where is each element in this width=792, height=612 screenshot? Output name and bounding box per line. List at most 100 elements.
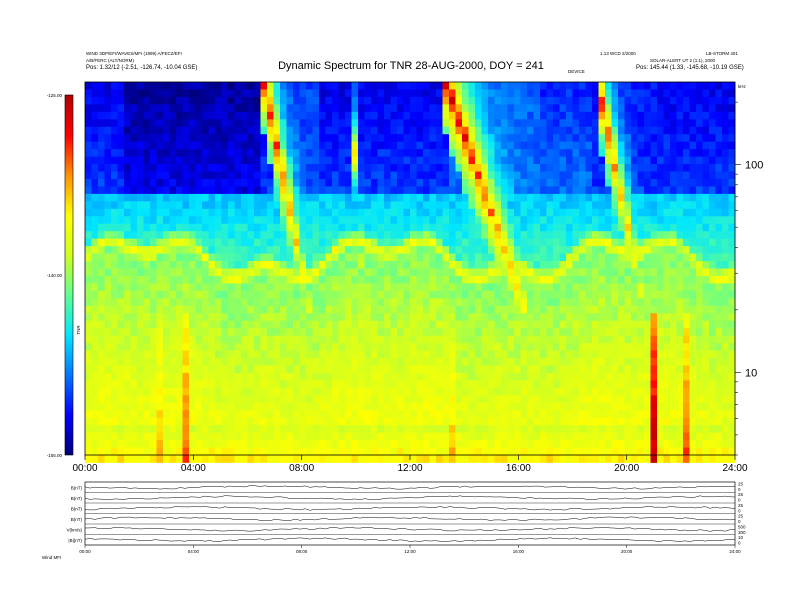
heatmap-cell: [319, 186, 326, 195]
heatmap-cell: [715, 201, 723, 210]
heatmap-cell: [104, 119, 112, 128]
heatmap-cell: [585, 96, 593, 105]
heatmap-cell: [163, 193, 170, 202]
heatmap-cell: [598, 447, 606, 456]
heatmap-cell: [507, 156, 515, 165]
heatmap-cell: [150, 380, 157, 389]
heatmap-cell: [449, 290, 456, 299]
heatmap-cell: [286, 350, 294, 359]
heatmap-cell: [423, 216, 430, 225]
heatmap-cell: [618, 313, 625, 322]
heatmap-cell: [715, 261, 723, 269]
heatmap-cell: [598, 119, 606, 128]
heatmap-cell: [455, 238, 463, 247]
heatmap-cell: [676, 395, 684, 404]
heatmap-cell: [494, 380, 502, 389]
heatmap-cell: [637, 402, 645, 411]
heatmap-cell: [468, 111, 476, 120]
heatmap-cell: [91, 111, 99, 120]
heatmap-cell: [423, 313, 430, 322]
heatmap-cell: [579, 149, 586, 157]
heatmap-cell: [111, 328, 118, 337]
heatmap-cell: [312, 156, 320, 165]
heatmap-cell: [267, 283, 274, 292]
heatmap-cell: [462, 141, 469, 150]
heatmap-cell: [124, 328, 131, 337]
heatmap-cell: [202, 82, 209, 90]
heatmap-cell: [228, 193, 235, 202]
heatmap-cell: [137, 253, 144, 262]
heatmap-cell: [371, 134, 378, 143]
heatmap-cell: [221, 455, 229, 463]
heatmap-cell: [260, 149, 268, 157]
heatmap-cell: [553, 261, 560, 269]
heatmap-cell: [306, 268, 313, 277]
heatmap-cell: [709, 149, 716, 157]
heatmap-cell: [221, 156, 229, 165]
heatmap-cell: [228, 89, 235, 98]
heatmap-cell: [228, 126, 235, 135]
heatmap-cell: [670, 358, 677, 366]
heatmap-cell: [442, 178, 450, 187]
heatmap-cell: [351, 425, 359, 434]
heatmap-cell: [553, 455, 560, 463]
heatmap-cell: [124, 350, 131, 359]
heatmap-cell: [637, 246, 645, 254]
heatmap-cell: [286, 417, 294, 426]
heatmap-cell: [98, 395, 105, 404]
heatmap-cell: [299, 223, 307, 232]
heatmap-cell: [111, 253, 118, 262]
heatmap-cell: [410, 149, 417, 157]
heatmap-cell: [462, 201, 469, 210]
heatmap-cell: [325, 268, 333, 277]
heatmap-cell: [332, 395, 339, 404]
heatmap-cell: [221, 417, 229, 426]
heatmap-cell: [637, 298, 645, 307]
heatmap-cell: [228, 201, 235, 210]
heatmap-cell: [715, 164, 723, 172]
heatmap-cell: [319, 395, 326, 404]
heatmap-cell: [540, 164, 547, 172]
heatmap-cell: [650, 164, 658, 172]
heatmap-cell: [130, 432, 138, 441]
heatmap-cell: [371, 231, 378, 240]
heatmap-cell: [702, 231, 710, 240]
heatmap-cell: [709, 298, 716, 307]
heatmap-cell: [637, 290, 645, 299]
heatmap-cell: [325, 231, 333, 240]
heatmap-cell: [605, 178, 612, 187]
heatmap-cell: [683, 96, 690, 105]
heatmap-cell: [566, 305, 573, 314]
heatmap-cell: [481, 261, 489, 269]
heatmap-cell: [319, 402, 326, 411]
heatmap-cell: [579, 298, 586, 307]
heatmap-cell: [215, 432, 222, 441]
heatmap-cell: [611, 82, 619, 90]
heatmap-cell: [150, 223, 157, 232]
heatmap-cell: [657, 141, 664, 150]
heatmap-cell: [514, 261, 521, 269]
heatmap-cell: [611, 223, 619, 232]
heatmap-cell: [332, 335, 339, 344]
heatmap-cell: [670, 440, 677, 448]
heatmap-cell: [176, 417, 183, 426]
heatmap-cell: [507, 149, 515, 157]
heatmap-cell: [663, 268, 671, 277]
heatmap-cell: [546, 246, 554, 254]
heatmap-cell: [280, 410, 287, 419]
heatmap-cell: [208, 231, 216, 240]
heatmap-cell: [449, 343, 456, 351]
heatmap-cell: [195, 261, 203, 269]
heatmap-cell: [98, 447, 105, 456]
heatmap-cell: [657, 380, 664, 389]
heatmap-cell: [377, 447, 385, 456]
heatmap-cell: [702, 343, 710, 351]
heatmap-cell: [208, 455, 216, 463]
heatmap-cell: [527, 238, 534, 247]
heatmap-cell: [462, 350, 469, 359]
heatmap-cell: [644, 365, 651, 374]
heatmap-cell: [709, 283, 716, 292]
heatmap-cell: [514, 417, 521, 426]
heatmap-cell: [644, 417, 651, 426]
heatmap-cell: [494, 402, 502, 411]
